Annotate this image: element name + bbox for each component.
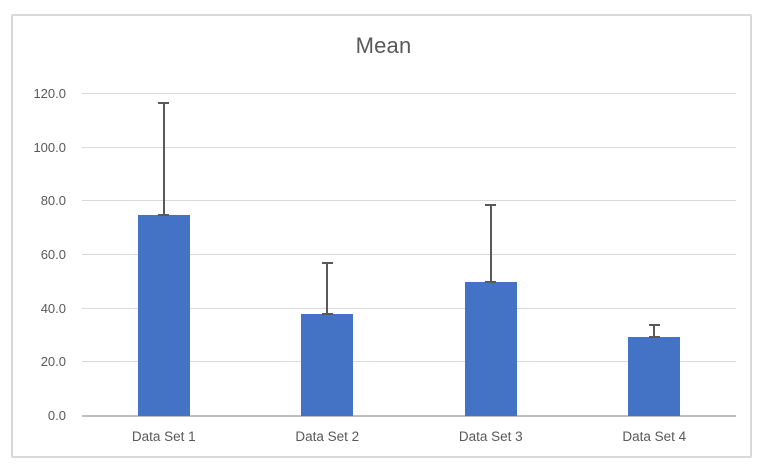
gridline — [82, 307, 736, 309]
chart-title[interactable]: Mean — [355, 33, 412, 58]
y-tick-label[interactable]: 120.0 — [33, 86, 66, 101]
error-bar-bottom-cap — [648, 335, 660, 338]
gridline — [82, 200, 736, 202]
error-bar-top-cap — [158, 102, 170, 105]
error-bar-line[interactable] — [162, 103, 165, 215]
x-tick-label[interactable]: Data Set 1 — [131, 429, 196, 444]
y-tick-label[interactable]: 40.0 — [40, 300, 66, 316]
x-tick-label[interactable]: Data Set 2 — [295, 429, 360, 444]
gridline — [82, 93, 736, 94]
error-bar-bottom-cap — [485, 280, 497, 283]
y-tick-label[interactable]: 20.0 — [40, 354, 66, 370]
gridline — [82, 361, 736, 363]
x-tick-label[interactable]: Data Set 3 — [458, 429, 523, 444]
y-tick-label[interactable]: 100.0 — [33, 139, 66, 155]
error-bar-top-cap — [648, 323, 660, 326]
bar-data-set-1[interactable] — [137, 214, 190, 416]
bar-data-set-3[interactable] — [464, 281, 517, 416]
y-tick-label[interactable]: 80.0 — [40, 193, 66, 209]
error-bar-bottom-cap — [321, 313, 333, 316]
gridline — [82, 254, 736, 255]
bar-data-set-4[interactable] — [628, 336, 681, 416]
error-bar-line[interactable] — [489, 204, 492, 282]
gridline — [82, 146, 736, 148]
error-bar-top-cap — [485, 203, 497, 206]
x-tick-label[interactable]: Data Set 4 — [622, 429, 687, 444]
y-tick-label[interactable]: 60.0 — [40, 247, 66, 262]
x-axis-line — [82, 415, 736, 417]
error-bar-bottom-cap — [158, 213, 170, 216]
error-bar-line[interactable] — [653, 324, 656, 337]
error-bar-line[interactable] — [326, 263, 329, 315]
y-tick-label[interactable]: 0.0 — [47, 408, 66, 423]
bar-data-set-2[interactable] — [301, 314, 354, 416]
error-bar-top-cap — [321, 262, 333, 265]
